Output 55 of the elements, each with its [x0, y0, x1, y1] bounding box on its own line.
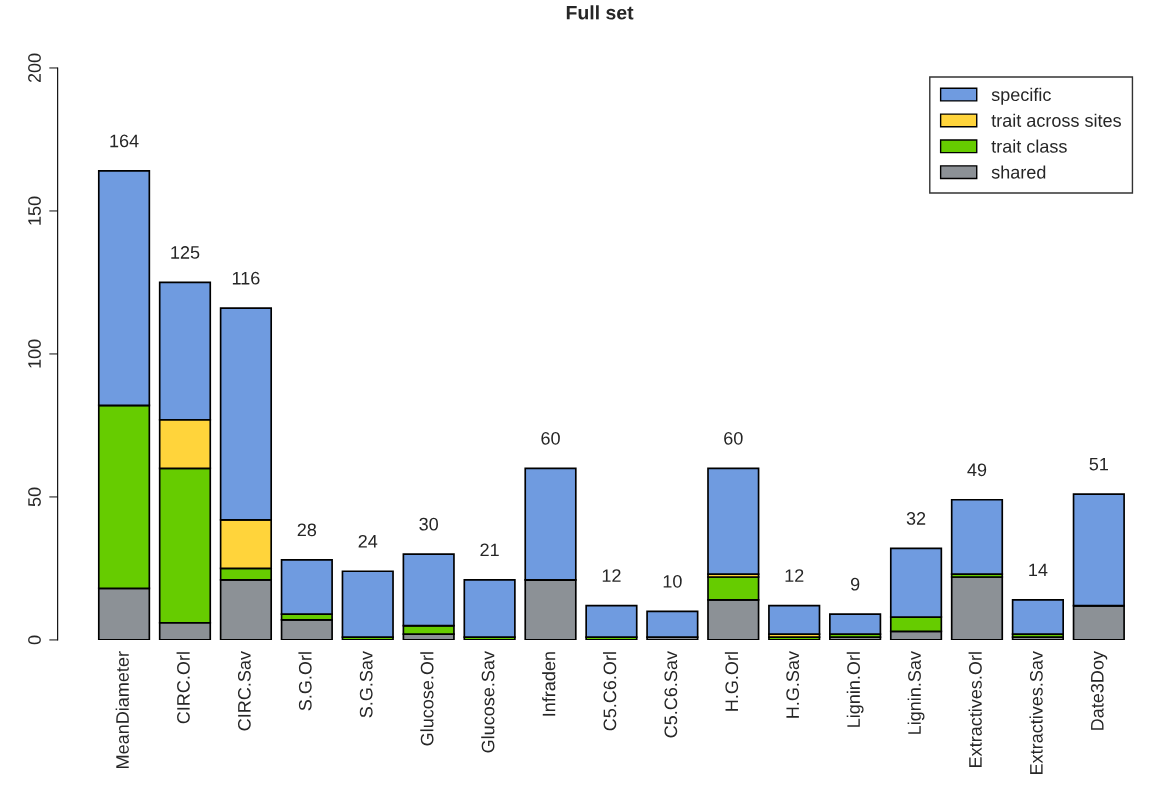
y-tick-label: 50 [28, 487, 41, 507]
legend-label: trait across sites [991, 113, 1121, 127]
bar [950, 498, 1004, 575]
x-tick-label: Extractives.Orl [968, 652, 982, 767]
x-tick-label: C5.C6.Orl [603, 652, 617, 731]
x-tick-label: Extractives.Sav [1029, 651, 1043, 774]
x-tick-label: S.G.Orl [298, 652, 312, 711]
total-label: 164 [110, 134, 139, 148]
bar [829, 613, 882, 636]
total-label: 60 [541, 431, 560, 445]
x-tick-label: S.G.Sav [359, 651, 373, 718]
total-label: 116 [232, 271, 260, 285]
total-label: 24 [358, 534, 378, 548]
legend-label: specific [991, 87, 1051, 105]
x-tick-label: Infraden [542, 652, 556, 716]
bar [768, 604, 821, 636]
total-label: 12 [602, 569, 621, 582]
x-tick-label: CIRC.Sav [237, 651, 251, 731]
bar [463, 579, 516, 638]
y-tick-label: 0 [28, 635, 41, 645]
x-tick-label: MeanDiameter [115, 651, 129, 768]
x-tick-label: H.G.Sav [786, 651, 800, 718]
bar [1011, 599, 1065, 636]
chart-title: Full set [566, 5, 634, 20]
x-tick-label: CIRC.Orl [176, 652, 190, 724]
x-tick-label: Glucose.Orl [420, 652, 434, 746]
total-label: 51 [1089, 457, 1108, 471]
total-label: 9 [850, 577, 860, 591]
total-label: 21 [480, 543, 499, 557]
x-tick-label: H.G.Orl [724, 652, 739, 711]
total-label: 125 [171, 246, 200, 259]
bar [585, 604, 638, 638]
x-tick-label: Lignin.Sav [907, 651, 925, 734]
total-label: 14 [1029, 563, 1048, 577]
total-label: 30 [419, 517, 439, 531]
total-label: 28 [297, 523, 317, 537]
total-label: 60 [724, 431, 743, 445]
bar [707, 467, 760, 575]
legend-label: trait class [991, 139, 1067, 153]
total-label: 32 [906, 512, 926, 525]
x-tick-label: Date3Doy [1090, 651, 1108, 730]
bar [280, 619, 333, 640]
bar [646, 610, 699, 638]
bar [341, 570, 394, 638]
bar [950, 576, 1004, 640]
total-label: 10 [663, 574, 682, 588]
y-tick-label: 150 [28, 196, 41, 225]
x-tick-label: Lignin.Orl [846, 652, 864, 727]
total-label: 12 [785, 569, 804, 582]
total-label: 49 [967, 463, 987, 477]
x-tick-label: C5.C6.Sav [664, 651, 678, 738]
y-tick-label: 200 [28, 53, 41, 83]
x-tick-label: Glucose.Sav [481, 651, 495, 753]
legend-label: shared [991, 165, 1046, 179]
y-tick-label: 100 [28, 339, 41, 368]
